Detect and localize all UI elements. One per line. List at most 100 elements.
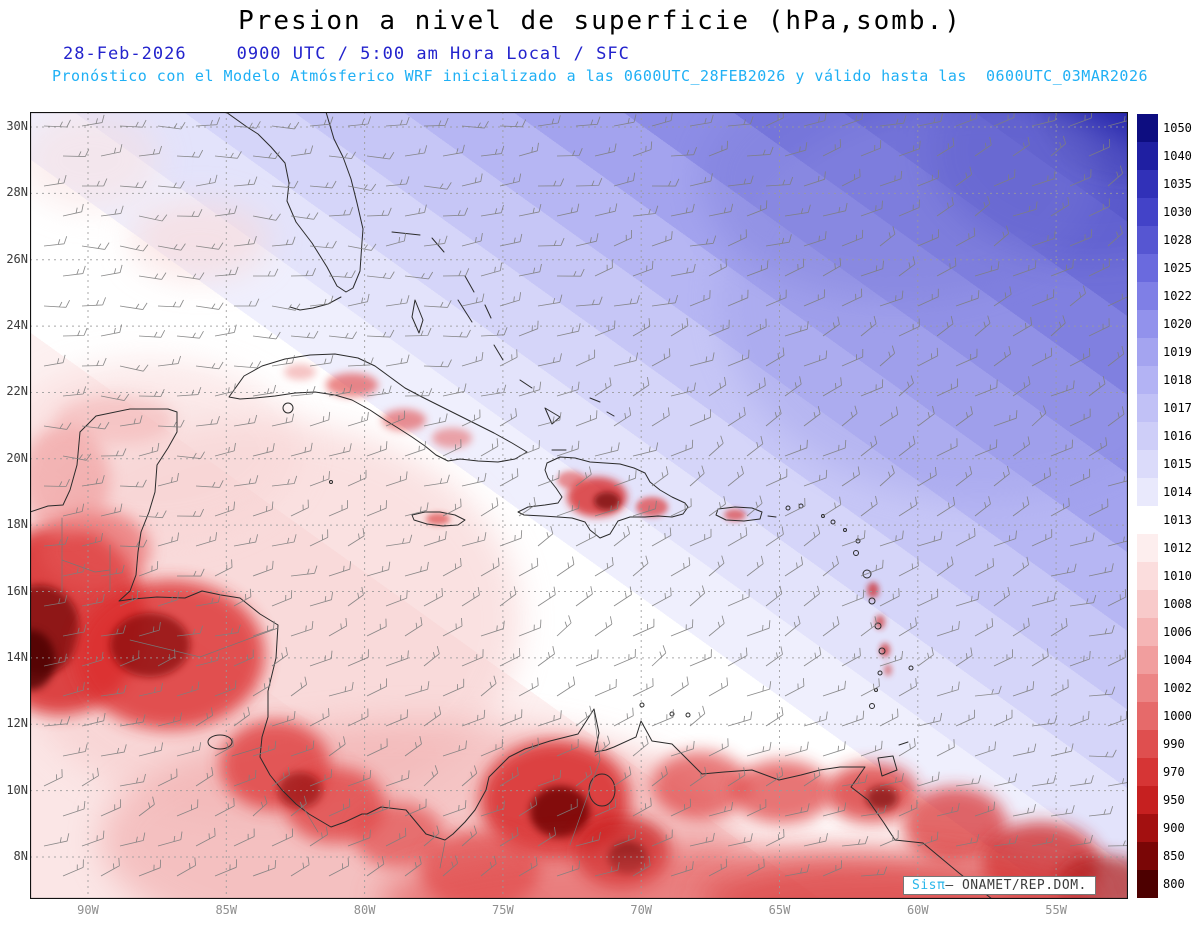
colorbar-row: 1035 [1137,170,1192,198]
colorbar-level-label: 850 [1163,849,1185,863]
coast-cayman [329,480,333,484]
colorbar-row: 1018 [1137,366,1192,394]
grid-lines [30,112,1128,899]
colorbar-swatch [1137,450,1158,478]
colorbar-swatch [1137,198,1158,226]
map-frame [29,111,1129,900]
colorbar-swatch [1137,338,1158,366]
colorbar-swatch [1137,422,1158,450]
map-canvas [29,111,1129,900]
datetime-line: 28-Feb-2026 0900 UTC / 5:00 am Hora Local… [63,44,630,64]
lat-tick-label: 24N [6,318,28,333]
lat-tick-label: 20N [6,450,28,465]
colorbar-row: 1030 [1137,198,1192,226]
colorbar-level-label: 900 [1163,821,1185,835]
colorbar-row: 1015 [1137,450,1192,478]
colorbar-row: 1002 [1137,674,1192,702]
lat-tick-label: 10N [6,782,28,797]
time-label: 0900 UTC / 5:00 am Hora Local / SFC [236,44,630,64]
colorbar-swatch [1137,674,1158,702]
colorbar-level-label: 1012 [1163,541,1192,555]
colorbar-level-label: 1004 [1163,653,1192,667]
colorbar-level-label: 1016 [1163,429,1192,443]
colorbar-swatch [1137,814,1158,842]
colorbar-legend: 1050 1040 1035 1030 1028 1025 1022 1020 1019 1018… [1137,114,1192,898]
colorbar-level-label: 1010 [1163,569,1192,583]
lat-tick-label: 18N [6,517,28,532]
colorbar-swatch [1137,702,1158,730]
colorbar-row: 900 [1137,814,1192,842]
colorbar-row: 1006 [1137,618,1192,646]
colorbar-level-label: 1008 [1163,597,1192,611]
colorbar-level-label: 1017 [1163,401,1192,415]
colorbar-swatch [1137,758,1158,786]
lon-tick-label: 70W [630,903,653,917]
colorbar-row: 1028 [1137,226,1192,254]
colorbar-swatch [1137,226,1158,254]
colorbar-level-label: 1015 [1163,457,1192,471]
colorbar-row: 850 [1137,842,1192,870]
lon-tick-label: 80W [353,903,376,917]
colorbar-swatch [1137,114,1158,142]
colorbar-row: 1020 [1137,310,1192,338]
colorbar-level-label: 1014 [1163,485,1192,499]
map-area [29,111,1129,900]
colorbar-row: 1000 [1137,702,1192,730]
forecast-line: Pronóstico con el Modelo Atmósferico WRF… [51,67,1149,85]
lat-tick-label: 26N [6,251,28,266]
coast-trinidad-tobago [877,741,909,777]
lon-tick-label: 55W [1045,903,1067,917]
colorbar-row: 1008 [1137,590,1192,618]
colorbar-row: 1016 [1137,422,1192,450]
lat-tick-label: 14N [6,649,28,664]
page-title: Presion a nivel de superficie (hPa,somb.… [238,6,962,36]
coast-puerto-rico [715,506,777,522]
colorbar-swatch [1137,618,1158,646]
lon-tick-label: 60W [906,903,929,917]
colorbar-swatch [1137,478,1158,506]
colorbar-swatch [1137,842,1158,870]
colorbar-level-label: 990 [1163,737,1185,751]
credit-system-label: Sisπ [912,878,946,893]
colorbar-swatch [1137,310,1158,338]
colorbar-row: 1017 [1137,394,1192,422]
lat-tick-label: 30N [6,119,28,133]
colorbar-level-label: 1002 [1163,681,1192,695]
lat-tick-label: 22N [6,384,28,399]
colorbar-swatch [1137,870,1158,898]
colorbar-swatch [1137,170,1158,198]
lat-tick-label: 16N [6,583,28,598]
colorbar-swatch [1137,590,1158,618]
coast-cuba [228,353,528,463]
colorbar-level-label: 1028 [1163,233,1192,247]
colorbar-level-label: 1019 [1163,345,1192,359]
date-label: 28-Feb-2026 [63,44,187,64]
colorbar-level-label: 1020 [1163,317,1192,331]
colorbar-row: 1010 [1137,562,1192,590]
colorbar-level-label: 1018 [1163,373,1192,387]
colorbar-swatch [1137,506,1158,534]
colorbar-level-label: 1025 [1163,261,1192,275]
colorbar-level-label: 1000 [1163,709,1192,723]
credit-badge: Sisπ— ONAMET/REP.DOM. [903,876,1096,895]
colorbar-swatch [1137,786,1158,814]
colorbar-swatch [1137,730,1158,758]
colorbar-level-label: 950 [1163,793,1185,807]
colorbar-row: 1013 [1137,506,1192,534]
lake-nicaragua [207,734,233,750]
colorbar-row: 1022 [1137,282,1192,310]
colorbar-swatch [1137,562,1158,590]
lon-tick-label: 75W [492,903,514,917]
colorbar-level-label: 970 [1163,765,1185,779]
colorbar-level-label: 1022 [1163,289,1192,303]
coast-hispaniola [517,456,689,539]
colorbar-level-label: 1035 [1163,177,1192,191]
colorbar-level-label: 1006 [1163,625,1192,639]
lon-tick-label: 65W [768,903,791,917]
colorbar-row: 800 [1137,870,1192,898]
colorbar-level-label: 1030 [1163,205,1192,219]
colorbar-level-label: 1050 [1163,121,1192,135]
lat-tick-label: 12N [6,716,28,731]
lon-tick-label: 90W [77,903,99,917]
